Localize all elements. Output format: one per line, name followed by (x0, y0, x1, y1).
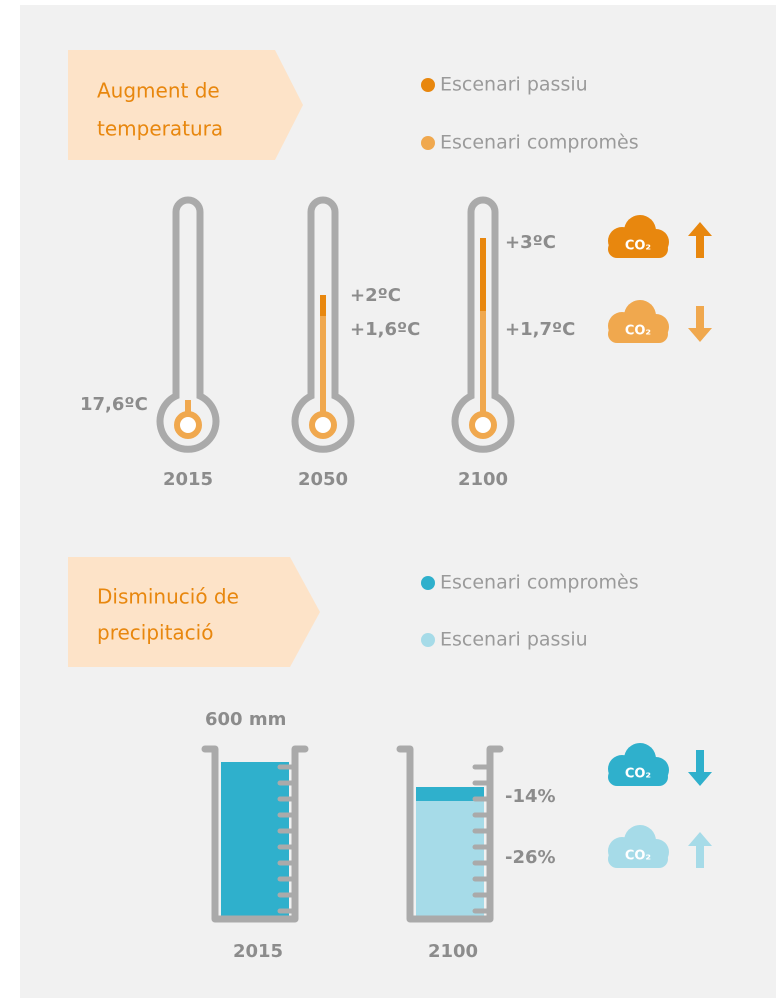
value-label: 17,6ºC (80, 394, 148, 415)
legend-text: Escenari passiu (440, 74, 588, 96)
icon-text: CO₂ (625, 849, 651, 864)
bulb (174, 411, 202, 439)
value-label: +1,7ºC (505, 319, 575, 340)
beaker (396, 745, 504, 923)
callout-text: precipitació (97, 621, 213, 645)
value-label: +3ºC (505, 232, 556, 253)
legend-text: Escenari passiu (440, 629, 588, 651)
bulbs (174, 411, 497, 439)
thermometer (156, 196, 220, 453)
thermometer (451, 196, 515, 453)
year-label: 2015 (163, 469, 213, 490)
thermometer (291, 196, 355, 453)
callout-box (68, 50, 303, 160)
value-label: -14% (505, 786, 556, 807)
value-label: +1,6ºC (350, 319, 420, 340)
bulb (469, 411, 497, 439)
year-label: 2100 (458, 469, 508, 490)
value-label: +2ºC (350, 285, 401, 306)
water (416, 787, 484, 801)
year-label: 2050 (298, 469, 348, 490)
icon-text: CO₂ (625, 239, 651, 254)
icon-text: CO₂ (625, 324, 651, 339)
amount-label: 600 mm (205, 709, 286, 730)
legend-text: Escenari compromès (440, 572, 639, 594)
year-label: 2015 (233, 941, 283, 962)
legend-dot (421, 633, 435, 647)
water (416, 801, 484, 917)
beaker (201, 745, 309, 923)
beakers (201, 745, 504, 923)
bulb (309, 411, 337, 439)
legend-dot (421, 78, 435, 92)
thermometers (156, 196, 515, 453)
callout-box (68, 557, 320, 667)
legend-text: Escenari compromès (440, 132, 639, 154)
scale-ticks (277, 764, 490, 914)
callout-text: Augment de (97, 79, 220, 103)
water (221, 762, 289, 917)
callout-text: temperatura (97, 117, 223, 141)
value-label: -26% (505, 847, 556, 868)
year-label: 2100 (428, 941, 478, 962)
callout-text: Disminució de (97, 585, 239, 609)
legend-dot (421, 576, 435, 590)
icon-text: CO₂ (625, 767, 651, 782)
levels (185, 238, 486, 418)
legend-dot (421, 136, 435, 150)
